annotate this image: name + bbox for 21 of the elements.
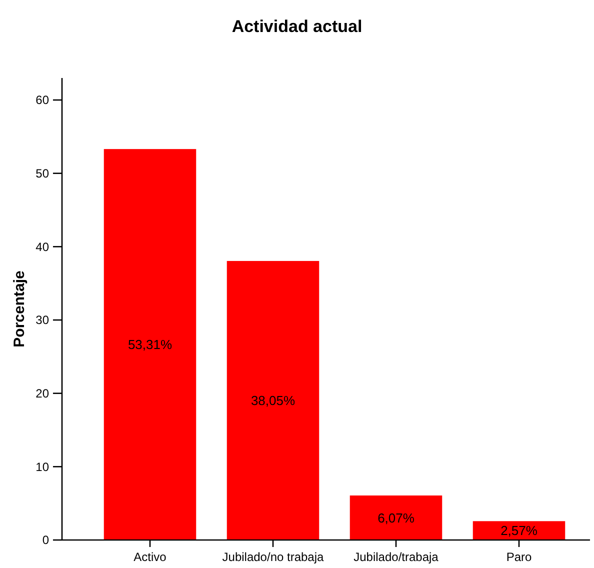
y-tick-label: 30 (36, 313, 50, 328)
y-axis-title: Porcentaje (11, 270, 28, 348)
x-tick-label: Activo (134, 550, 167, 564)
x-tick-label: Jubilado/trabaja (354, 550, 439, 564)
data-label: 6,07% (378, 510, 415, 526)
y-tick-label: 20 (36, 386, 50, 401)
bar (226, 260, 320, 540)
y-tick-label: 40 (36, 240, 50, 254)
y-tick-label: 10 (36, 460, 50, 474)
bar (104, 149, 196, 540)
y-tick-label: 50 (36, 166, 50, 181)
y-tick-label: 0 (42, 533, 50, 548)
x-tick-label: Paro (506, 550, 532, 564)
bar (350, 495, 442, 540)
data-label: 38,05% (250, 393, 296, 408)
bar (472, 521, 566, 540)
y-tick-label: 60 (36, 93, 50, 108)
data-label: 53,31% (128, 337, 172, 352)
data-label: 2,57% (500, 523, 538, 538)
x-tick-label: Jubilado/no trabaja (222, 550, 324, 564)
chart-title: Actividad actual (232, 17, 362, 36)
